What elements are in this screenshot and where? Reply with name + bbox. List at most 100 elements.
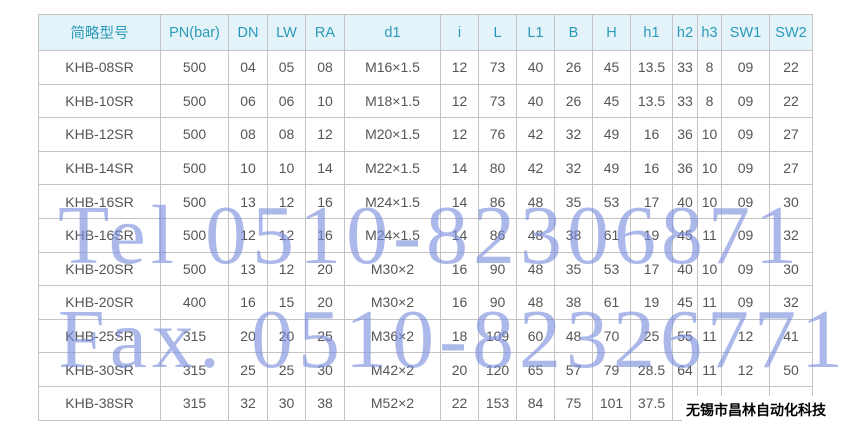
table-row: KHB-16SR 500 13 12 16 M24×1.5 14 86 48 35 53 17 40 10… bbox=[38, 184, 813, 219]
column-header: B bbox=[554, 14, 593, 51]
table-cell: 8 bbox=[697, 83, 722, 119]
table-cell: KHB-08SR bbox=[38, 50, 161, 85]
table-cell: KHB-38SR bbox=[38, 385, 161, 421]
table-cell: 53 bbox=[592, 251, 631, 287]
table-cell: 45 bbox=[672, 217, 698, 253]
table-cell: 12 bbox=[267, 251, 306, 287]
table-row: KHB-20SR 400 16 15 20 M30×2 16 90 48 38 61 19 45 11 09… bbox=[38, 285, 813, 320]
table-cell: 45 bbox=[672, 285, 698, 320]
table-cell: 33 bbox=[672, 50, 698, 85]
table-cell: 101 bbox=[592, 385, 631, 421]
table-cell: 400 bbox=[160, 285, 229, 320]
table-cell: M18×1.5 bbox=[344, 83, 441, 119]
table-cell: 50 bbox=[769, 352, 813, 387]
table-cell: 40 bbox=[516, 83, 555, 119]
table-cell: 32 bbox=[554, 150, 593, 186]
table-cell: 49 bbox=[592, 150, 631, 186]
table-cell: 53 bbox=[592, 184, 631, 219]
table-cell: 25 bbox=[630, 318, 673, 354]
table-cell: M20×1.5 bbox=[344, 117, 441, 152]
table-cell: 12 bbox=[440, 83, 479, 119]
table-cell: 57 bbox=[554, 352, 593, 387]
table-cell: 20 bbox=[228, 318, 268, 354]
table-cell: 48 bbox=[516, 251, 555, 287]
table-cell: 28.5 bbox=[630, 352, 673, 387]
table-cell: 32 bbox=[769, 285, 813, 320]
table-cell: KHB-25SR bbox=[38, 318, 161, 354]
table-cell: 70 bbox=[592, 318, 631, 354]
table-cell: 65 bbox=[516, 352, 555, 387]
table-cell: 500 bbox=[160, 150, 229, 186]
table-cell: 20 bbox=[267, 318, 306, 354]
table-cell: 49 bbox=[592, 117, 631, 152]
column-header: i bbox=[440, 14, 479, 51]
table-cell: 17 bbox=[630, 184, 673, 219]
table-cell: 10 bbox=[697, 251, 722, 287]
table-cell: KHB-12SR bbox=[38, 117, 161, 152]
table-cell: 10 bbox=[697, 150, 722, 186]
table-cell: 32 bbox=[228, 385, 268, 421]
table-cell: 37.5 bbox=[630, 385, 673, 421]
column-header: PN(bar) bbox=[160, 14, 229, 51]
table-cell: 11 bbox=[697, 318, 722, 354]
table-cell: 14 bbox=[440, 150, 479, 186]
table-cell: M16×1.5 bbox=[344, 50, 441, 85]
table-cell: 09 bbox=[721, 217, 770, 253]
table-cell: 11 bbox=[697, 217, 722, 253]
table-cell: 26 bbox=[554, 83, 593, 119]
table-row: KHB-25SR 315 20 20 25 M36×2 18 109 60 48 70 25 55 11 1… bbox=[38, 318, 813, 354]
table-cell: KHB-30SR bbox=[38, 352, 161, 387]
column-header: DN bbox=[228, 14, 268, 51]
table-cell: 40 bbox=[516, 50, 555, 85]
table-cell: 30 bbox=[305, 352, 345, 387]
column-header: H bbox=[592, 14, 631, 51]
table-cell: 05 bbox=[267, 50, 306, 85]
table-cell: 109 bbox=[478, 318, 517, 354]
table-cell: 10 bbox=[305, 83, 345, 119]
table-cell: 90 bbox=[478, 285, 517, 320]
table-cell: 120 bbox=[478, 352, 517, 387]
table-cell: 09 bbox=[721, 251, 770, 287]
table-cell: 16 bbox=[630, 150, 673, 186]
table-cell: 10 bbox=[267, 150, 306, 186]
table-cell: 11 bbox=[697, 352, 722, 387]
table-cell: 10 bbox=[228, 150, 268, 186]
table-cell: 22 bbox=[769, 83, 813, 119]
table-cell: 86 bbox=[478, 217, 517, 253]
table-cell: 41 bbox=[769, 318, 813, 354]
table-row: KHB-08SR 500 04 05 08 M16×1.5 12 73 40 26 45 13.5 33… bbox=[38, 50, 813, 85]
table-cell: 16 bbox=[630, 117, 673, 152]
table-cell: 500 bbox=[160, 50, 229, 85]
table-cell: 42 bbox=[516, 117, 555, 152]
table-cell: 10 bbox=[697, 117, 722, 152]
column-header: L1 bbox=[516, 14, 555, 51]
table-cell: 08 bbox=[267, 117, 306, 152]
table-cell: 500 bbox=[160, 251, 229, 287]
table-cell: 25 bbox=[267, 352, 306, 387]
table-cell: 19 bbox=[630, 217, 673, 253]
table-cell: 14 bbox=[440, 217, 479, 253]
table-cell: 12 bbox=[267, 184, 306, 219]
table-cell: M30×2 bbox=[344, 285, 441, 320]
column-header: SW1 bbox=[721, 14, 770, 51]
table-cell: 64 bbox=[672, 352, 698, 387]
table-cell: 90 bbox=[478, 251, 517, 287]
table-cell: 13.5 bbox=[630, 50, 673, 85]
table-cell: 14 bbox=[305, 150, 345, 186]
table-cell: 12 bbox=[440, 117, 479, 152]
column-header: SW2 bbox=[769, 14, 813, 51]
table-cell: 20 bbox=[305, 285, 345, 320]
table-cell: 73 bbox=[478, 83, 517, 119]
table-cell: 61 bbox=[592, 217, 631, 253]
table-cell: 14 bbox=[440, 184, 479, 219]
table-cell: 32 bbox=[769, 217, 813, 253]
table-cell: 08 bbox=[305, 50, 345, 85]
company-label: 无锡市昌林自动化科技 bbox=[682, 396, 850, 430]
table-cell: 22 bbox=[769, 50, 813, 85]
table-cell: 86 bbox=[478, 184, 517, 219]
table-cell: 11 bbox=[697, 285, 722, 320]
table-cell: 36 bbox=[672, 150, 698, 186]
table-cell: 25 bbox=[228, 352, 268, 387]
table-cell: 60 bbox=[516, 318, 555, 354]
